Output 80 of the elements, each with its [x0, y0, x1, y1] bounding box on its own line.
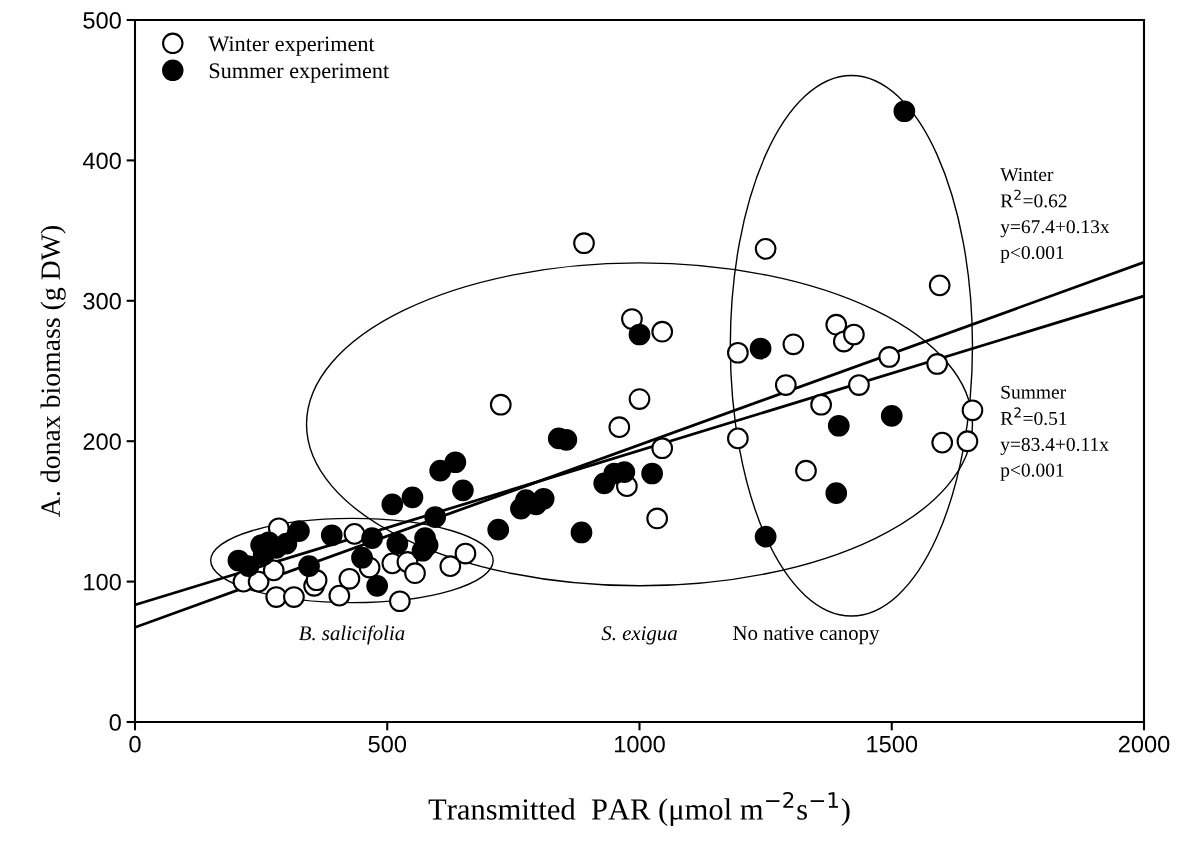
point	[401, 486, 424, 509]
point	[827, 414, 850, 437]
point	[956, 430, 979, 453]
point	[825, 482, 848, 505]
annotation: Summer R$^{2}$=0.51 y=83.4+0.11x p<0.001	[1000, 385, 1109, 481]
point	[404, 562, 426, 585]
point	[928, 274, 951, 297]
point	[265, 586, 288, 608]
point	[328, 584, 351, 607]
point	[489, 393, 512, 416]
point	[782, 333, 805, 356]
y-axis-title: A. donax biomass (g DW)	[40, 226, 66, 517]
point	[237, 555, 260, 578]
point	[439, 555, 462, 578]
annotation: S. exigua	[601, 626, 677, 645]
point	[429, 459, 452, 482]
point	[774, 374, 797, 396]
y-tick-label: 300	[83, 292, 121, 310]
point	[608, 416, 631, 439]
y-tick-label: 100	[84, 573, 121, 591]
point	[878, 346, 901, 368]
point	[628, 388, 651, 410]
point	[573, 232, 595, 255]
point	[848, 374, 870, 396]
point	[288, 520, 310, 542]
x-tick-label: 1500	[867, 735, 918, 753]
point	[754, 525, 777, 548]
point	[275, 532, 298, 555]
point	[795, 459, 817, 482]
point	[283, 586, 305, 608]
annotation: Winter R$^{2}$=0.62 y=67.4+0.13x p<0.001	[1000, 168, 1110, 264]
point	[452, 479, 474, 502]
y-tick-label: 200	[83, 433, 121, 450]
point	[343, 523, 366, 545]
point	[487, 518, 510, 541]
point	[262, 559, 285, 582]
point	[366, 574, 389, 597]
point	[628, 323, 651, 346]
point	[651, 320, 674, 343]
x-tick-label: 0	[129, 735, 141, 753]
point	[320, 524, 343, 547]
point	[843, 323, 865, 346]
legend-label: Summer experiment	[209, 63, 390, 83]
point	[389, 590, 411, 613]
y-tick-label: 0	[109, 714, 121, 731]
point	[298, 555, 320, 578]
point	[754, 237, 777, 260]
point	[810, 393, 832, 416]
point	[532, 487, 555, 510]
point	[961, 399, 984, 422]
point	[825, 313, 848, 336]
x-tick-label: 1000	[615, 735, 665, 753]
point	[727, 427, 749, 450]
y-tick-label: 400	[82, 152, 121, 170]
point	[424, 506, 447, 528]
point	[386, 532, 409, 555]
point	[646, 507, 669, 530]
point	[570, 521, 593, 544]
point	[931, 431, 954, 454]
point	[444, 451, 467, 474]
point	[880, 405, 903, 427]
annotation: B. salicifolia	[298, 625, 405, 645]
legend-label: Winter experiment	[208, 36, 375, 56]
point	[381, 493, 404, 516]
x-tick-label: 500	[368, 735, 407, 753]
point	[727, 341, 749, 364]
point	[893, 100, 916, 123]
y-tick-label: 500	[83, 12, 121, 29]
point	[361, 527, 383, 549]
point	[749, 337, 772, 360]
point	[641, 462, 663, 485]
x-tick-label: 2000	[1118, 735, 1170, 753]
point	[926, 353, 949, 375]
point	[621, 308, 643, 330]
point	[454, 542, 477, 565]
point	[651, 437, 674, 460]
point	[338, 567, 361, 590]
x-axis-title: Transmitted PAR (μmol m$^{−2}$s$^{−1}$)	[428, 791, 850, 827]
point	[351, 546, 373, 569]
annotation: No native canopy	[733, 626, 880, 645]
